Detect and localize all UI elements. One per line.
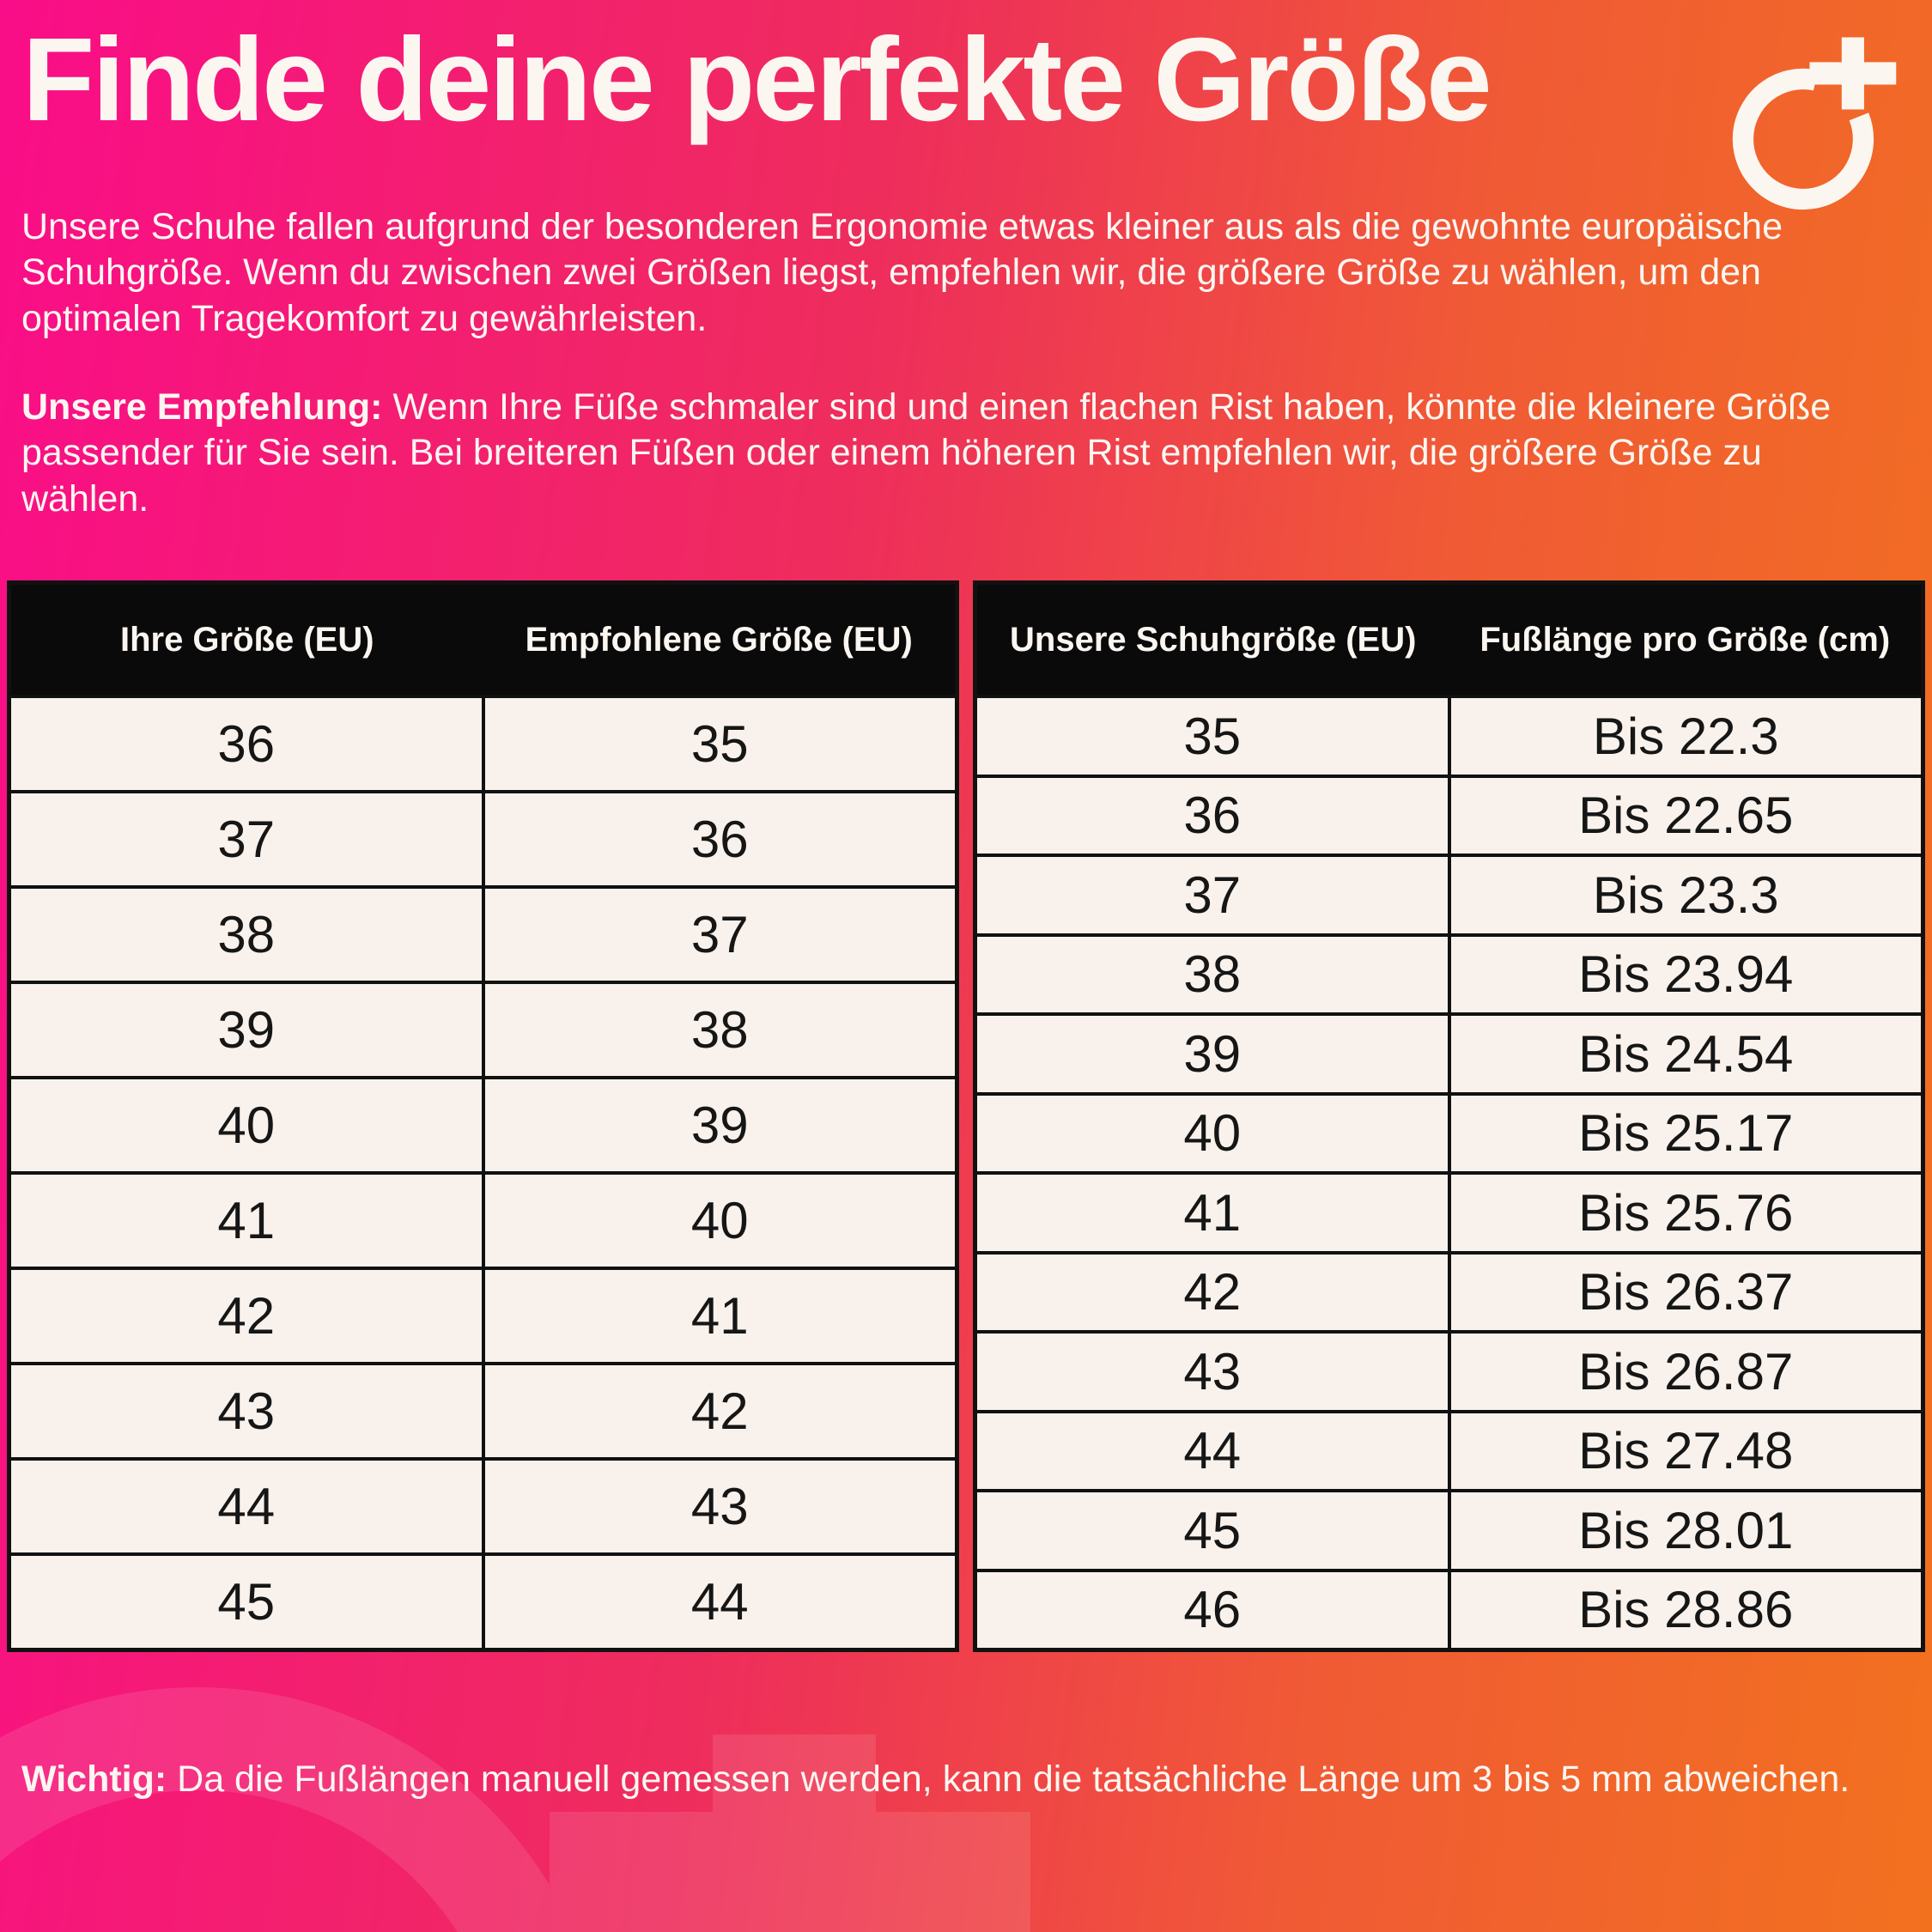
table-row: 38 Bis 23.94	[977, 933, 1922, 1012]
table-cell: 41	[1183, 1183, 1242, 1242]
table-cell: 42	[481, 1365, 956, 1457]
table-row: 42 41	[11, 1267, 955, 1362]
table-row: 43 42	[11, 1362, 955, 1457]
table-cell: 41	[481, 1270, 956, 1362]
table-row: 40 39	[11, 1076, 955, 1171]
table-row: 43 Bis 26.87	[977, 1330, 1921, 1410]
table-row: 41 40	[11, 1171, 955, 1267]
table-cell: 40	[217, 1097, 276, 1154]
table-cell: 44	[1183, 1422, 1242, 1480]
table-column-header: Fußlänge pro Größe (cm)	[1479, 620, 1891, 659]
page-title: Finde deine perfekte Größe	[22, 14, 1492, 146]
table-cell: 38	[1183, 945, 1242, 1004]
table-row: 46 Bis 28.86	[977, 1568, 1922, 1648]
table-cell: Bis 28.01	[1447, 1492, 1922, 1569]
table-cell: 43	[1183, 1342, 1242, 1400]
table-row: 41 Bis 25.76	[977, 1171, 1921, 1251]
table-row: 39 38	[11, 981, 955, 1076]
note-label: Wichtig:	[21, 1759, 167, 1800]
foot-length-table-header: Unsere Schuhgröße (EU) Fußlänge pro Größe…	[977, 585, 1921, 695]
size-conversion-table: Ihre Größe (EU) Empfohlene Größe (EU) 36 3…	[7, 580, 959, 1652]
table-cell: Bis 27.48	[1447, 1413, 1922, 1489]
table-cell: 41	[217, 1192, 276, 1249]
table-row: 39 Bis 24.54	[977, 1012, 1921, 1092]
table-column-header: Empfohlene Größe (EU)	[525, 620, 913, 659]
size-conversion-table-body: 36 35 37 36 38 37 39 38 40 39 41 40 42 41 43 42 44 43 45 44	[11, 695, 955, 1648]
table-cell: Bis 26.37	[1447, 1254, 1922, 1330]
table-cell: Bis 28.86	[1447, 1571, 1922, 1648]
recommendation-label: Unsere Empfehlung:	[21, 386, 383, 428]
table-cell: 44	[217, 1478, 276, 1535]
table-cell: 39	[1183, 1024, 1242, 1083]
table-cell: 35	[481, 698, 956, 790]
table-cell: Bis 23.3	[1447, 857, 1922, 933]
table-row: 40 Bis 25.17	[977, 1091, 1922, 1171]
table-cell: Bis 24.54	[1447, 1016, 1922, 1092]
table-cell: 45	[217, 1573, 276, 1631]
table-cell: 38	[481, 984, 956, 1076]
table-cell: 40	[1183, 1104, 1242, 1163]
table-row: 35 Bis 22.3	[977, 695, 1921, 775]
important-note: Wichtig: Da die Fußlängen manuell gemess…	[21, 1757, 1876, 1802]
table-cell: 35	[1183, 707, 1242, 765]
table-row: 45 Bis 28.01	[977, 1489, 1921, 1569]
table-cell: Bis 26.87	[1447, 1334, 1922, 1410]
table-cell: Bis 22.65	[1447, 777, 1922, 854]
table-cell: Bis 23.94	[1447, 936, 1922, 1012]
table-cell: 39	[217, 1001, 276, 1059]
table-row: 42 Bis 26.37	[977, 1250, 1922, 1330]
table-cell: 45	[1183, 1501, 1242, 1559]
recommendation-text: Wenn Ihre Füße schmaler sind und einen f…	[21, 386, 1832, 519]
table-row: 37 36	[11, 790, 955, 885]
table-row: 36 Bis 22.65	[977, 774, 1922, 854]
table-cell: 43	[481, 1461, 956, 1552]
table-column-header: Ihre Größe (EU)	[119, 620, 374, 659]
note-text: Da die Fußlängen manuell gemessen werden…	[167, 1759, 1850, 1800]
table-cell: 44	[481, 1556, 956, 1648]
table-row: 45 44	[11, 1552, 955, 1648]
table-cell: 37	[217, 811, 276, 868]
table-cell: 36	[1183, 787, 1242, 845]
table-row: 44 Bis 27.48	[977, 1409, 1922, 1489]
intro-text: Unsere Schuhe fallen aufgrund der besond…	[21, 206, 1783, 339]
table-cell: Bis 25.76	[1447, 1175, 1922, 1251]
table-cell: 40	[481, 1175, 956, 1267]
table-row: 38 37	[11, 885, 955, 981]
table-cell: 42	[217, 1287, 276, 1345]
table-cell: 39	[481, 1079, 956, 1171]
table-cell: 42	[1183, 1263, 1242, 1321]
table-row: 37 Bis 23.3	[977, 854, 1921, 933]
table-cell: Bis 22.3	[1447, 698, 1922, 775]
table-cell: 36	[481, 793, 956, 885]
table-cell: 37	[1183, 866, 1242, 924]
table-cell: 36	[217, 715, 276, 773]
size-tables: Ihre Größe (EU) Empfohlene Größe (EU) 36 3…	[7, 580, 1925, 1652]
foot-length-table-body: 35 Bis 22.3 36 Bis 22.65 37 Bis 23.3 38 Bis 23.…	[977, 695, 1921, 1648]
table-cell: Bis 25.17	[1447, 1095, 1922, 1171]
table-cell: 37	[481, 889, 956, 981]
o-plus-logo-icon	[1732, 37, 1897, 210]
table-row: 36 35	[11, 695, 955, 790]
table-column-header: Unsere Schuhgröße (EU)	[1010, 620, 1417, 659]
table-cell: 38	[217, 906, 276, 963]
size-conversion-table-header: Ihre Größe (EU) Empfohlene Größe (EU)	[11, 585, 955, 695]
table-row: 44 43	[11, 1457, 955, 1552]
recommendation-paragraph: Unsere Empfehlung: Wenn Ihre Füße schmal…	[21, 385, 1893, 522]
table-cell: 46	[1183, 1581, 1242, 1639]
intro-paragraph: Unsere Schuhe fallen aufgrund der besond…	[21, 204, 1893, 342]
table-cell: 43	[217, 1382, 276, 1440]
foot-length-table: Unsere Schuhgröße (EU) Fußlänge pro Größe…	[973, 580, 1925, 1652]
